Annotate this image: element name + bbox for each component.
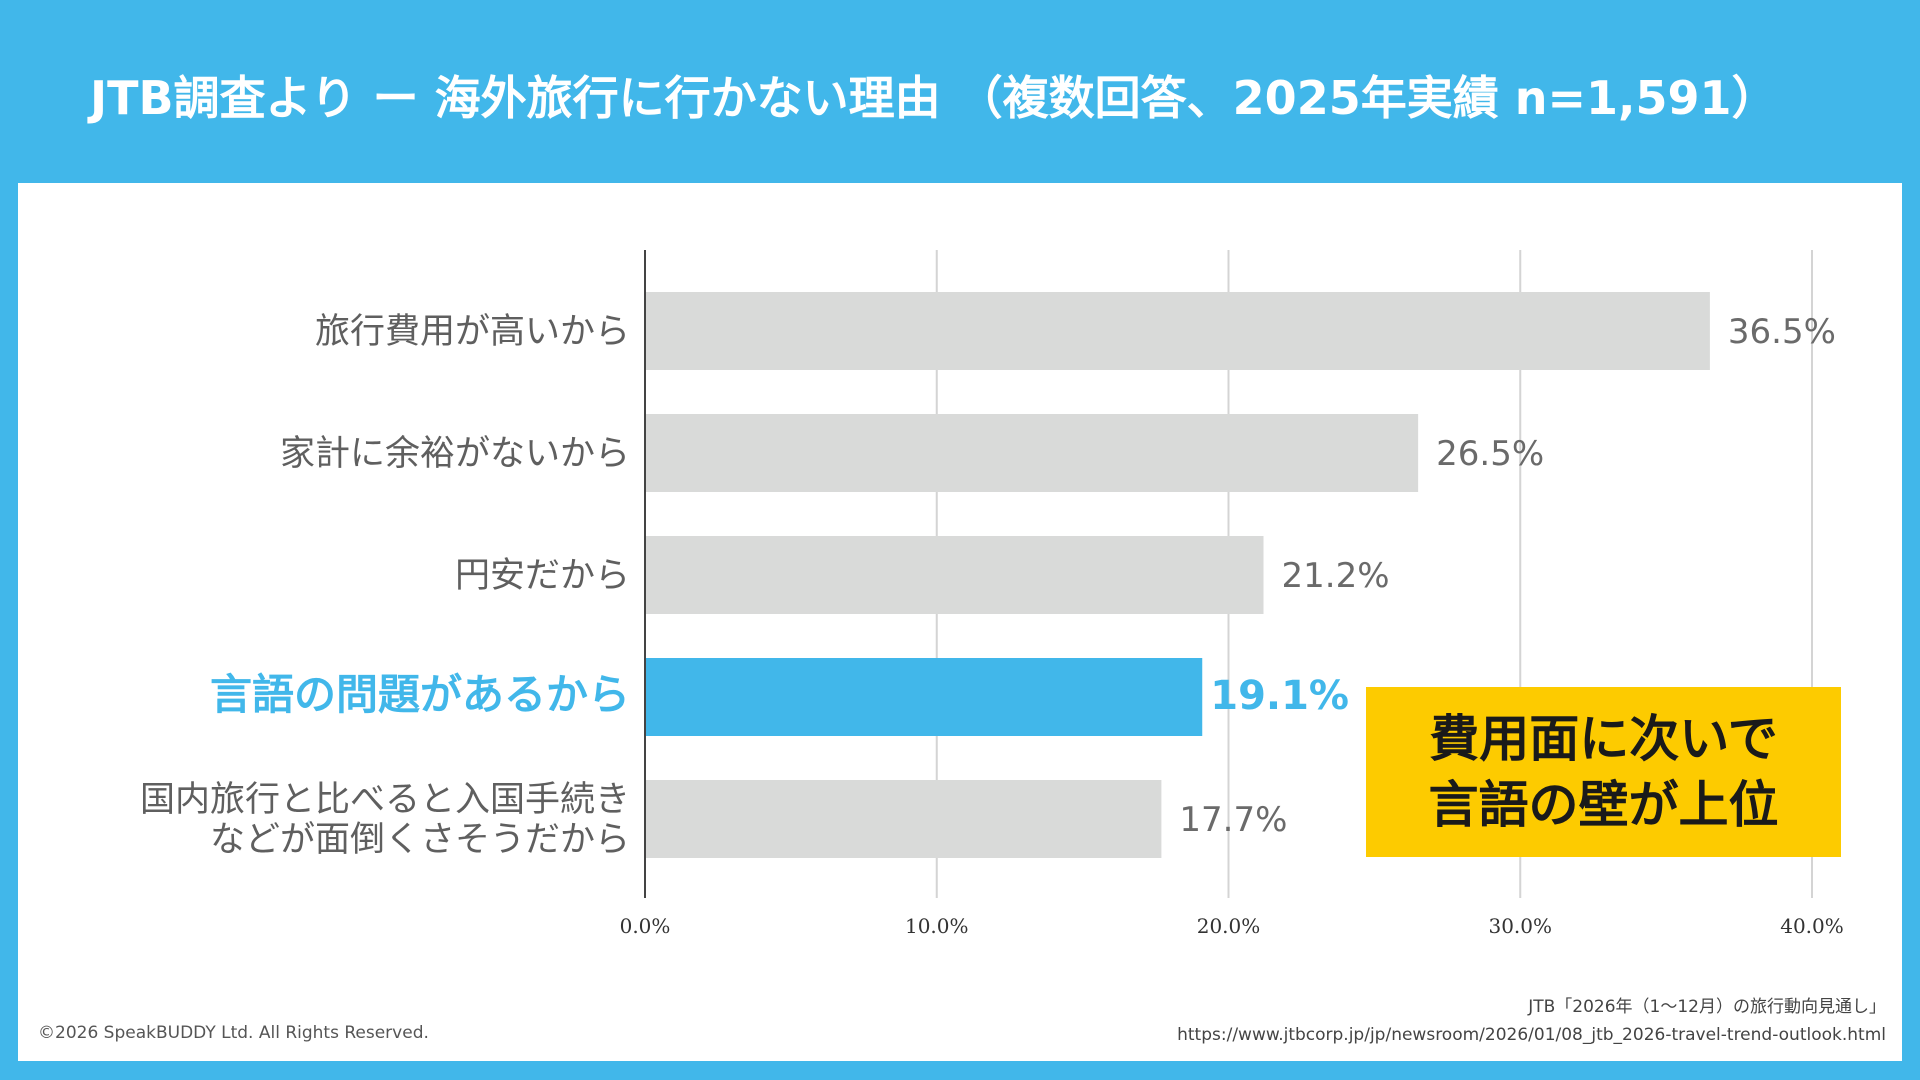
source-title: JTB「2026年（1〜12月）の旅行動向見通し」: [1528, 997, 1886, 1017]
bar-chart: 0.0% 10.0% 20.0% 30.0% 40.0% 旅行費用が高いから 36.5% 家計…: [140, 250, 1844, 938]
x-tick-label: 30.0%: [1488, 914, 1552, 938]
bar: [646, 536, 1264, 614]
copyright-text: ©2026 SpeakBUDDY Ltd. All Rights Reserve…: [38, 1023, 429, 1043]
value-label: 26.5%: [1436, 434, 1544, 474]
source-note: JTB「2026年（1〜12月）の旅行動向見通し」 https://www.jt…: [1177, 993, 1886, 1049]
bar: [646, 414, 1419, 492]
slide-title: JTB調査より ー 海外旅行に行かない理由 （複数回答、2025年実績 n=1,…: [90, 71, 1778, 125]
callout-line-1: 費用面に次いで: [1429, 710, 1778, 768]
callout-box: 費用面に次いで 言語の壁が上位: [1366, 687, 1841, 857]
chart-panel: 0.0% 10.0% 20.0% 30.0% 40.0% 旅行費用が高いから 36.5% 家計…: [18, 183, 1902, 1061]
category-label: 言語の問題があるから: [210, 670, 630, 719]
x-tick-label: 40.0%: [1780, 914, 1844, 938]
value-label: 36.5%: [1728, 312, 1836, 352]
value-label: 17.7%: [1179, 800, 1287, 840]
value-label: 19.1%: [1210, 673, 1349, 719]
value-label: 21.2%: [1282, 556, 1390, 596]
bar-highlight: [646, 658, 1203, 736]
bar: [646, 780, 1162, 858]
callout-line-2: 言語の壁が上位: [1428, 776, 1779, 834]
x-tick-label: 10.0%: [905, 914, 969, 938]
category-label: 国内旅行と比べると入国手続き: [140, 780, 630, 820]
bar: [646, 292, 1710, 370]
category-label: 円安だから: [455, 556, 630, 596]
x-tick-label: 20.0%: [1197, 914, 1261, 938]
source-url[interactable]: https://www.jtbcorp.jp/jp/newsroom/2026/…: [1177, 1025, 1886, 1045]
category-label: 旅行費用が高いから: [315, 312, 630, 352]
x-tick-label: 0.0%: [620, 914, 671, 938]
category-label: 家計に余裕がないから: [280, 434, 630, 474]
category-label: などが面倒くさそうだから: [210, 820, 630, 860]
